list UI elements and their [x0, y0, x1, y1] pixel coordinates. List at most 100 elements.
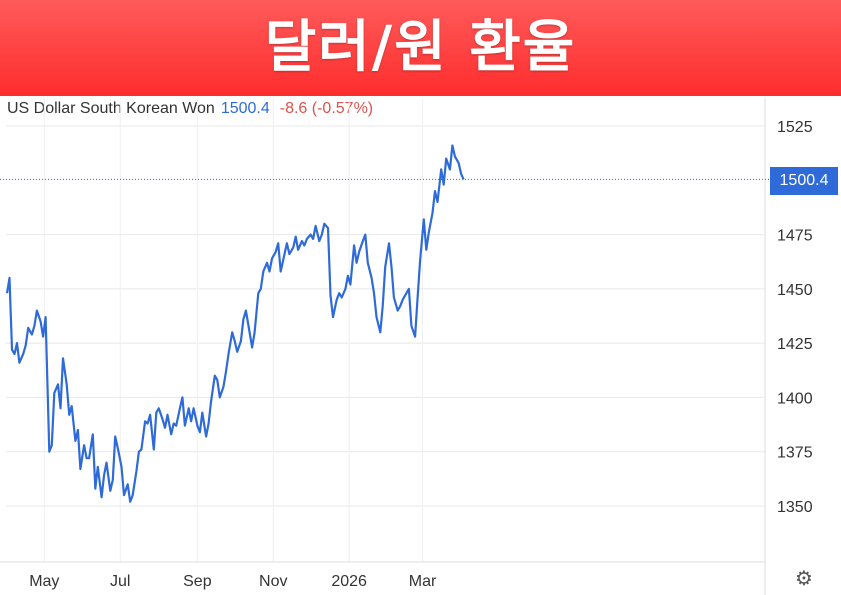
- x-tick-label: Sep: [183, 573, 212, 590]
- data-point: [332, 316, 334, 318]
- data-point: [188, 407, 190, 409]
- data-point: [74, 440, 76, 442]
- data-point: [431, 212, 433, 214]
- data-point: [207, 422, 209, 424]
- y-tick-label: 1375: [777, 445, 813, 462]
- data-point: [460, 173, 462, 175]
- data-point: [416, 296, 418, 298]
- data-point: [199, 431, 201, 433]
- gear-icon[interactable]: ⚙: [795, 566, 813, 590]
- data-point: [216, 379, 218, 381]
- data-point: [388, 242, 390, 244]
- data-point: [114, 435, 116, 437]
- data-point: [314, 225, 316, 227]
- data-point: [370, 277, 372, 279]
- data-point: [240, 340, 242, 342]
- data-point: [397, 309, 399, 311]
- x-tick-label: Mar: [409, 573, 437, 590]
- data-point: [457, 162, 459, 164]
- data-point: [6, 292, 8, 294]
- data-point: [379, 331, 381, 333]
- data-point: [280, 270, 282, 272]
- data-point: [53, 392, 55, 394]
- data-point: [109, 490, 111, 492]
- data-point: [318, 240, 320, 242]
- data-point: [13, 353, 15, 355]
- data-point: [260, 288, 262, 290]
- data-point: [18, 362, 20, 364]
- data-point: [428, 231, 430, 233]
- data-point: [161, 418, 163, 420]
- data-point: [362, 240, 364, 242]
- data-point: [92, 433, 94, 435]
- data-point: [170, 433, 172, 435]
- data-point: [341, 296, 343, 298]
- data-point: [175, 425, 177, 427]
- data-point: [205, 435, 207, 437]
- data-point: [355, 262, 357, 264]
- data-point: [306, 238, 308, 240]
- data-point: [266, 262, 268, 264]
- data-point: [144, 420, 146, 422]
- data-point: [31, 333, 33, 335]
- data-point: [440, 168, 442, 170]
- data-point: [309, 233, 311, 235]
- data-point: [83, 444, 85, 446]
- data-point: [336, 299, 338, 301]
- data-point: [190, 420, 192, 422]
- data-point: [123, 494, 125, 496]
- data-point: [367, 262, 369, 264]
- current-price-tag: 1500.4: [770, 167, 838, 195]
- data-point: [410, 325, 412, 327]
- x-tick-label: 2026: [331, 573, 367, 590]
- data-point: [227, 353, 229, 355]
- data-point: [449, 168, 451, 170]
- data-point: [71, 405, 73, 407]
- data-point: [36, 309, 38, 311]
- data-point: [329, 294, 331, 296]
- data-point: [79, 468, 81, 470]
- data-point: [127, 483, 129, 485]
- data-point: [425, 249, 427, 251]
- data-point: [120, 466, 122, 468]
- symbol-info: US Dollar South Korean Won 1500.4 -8.6 (-0…: [7, 100, 373, 118]
- y-tick-label: 1475: [777, 228, 813, 245]
- data-point: [129, 501, 131, 503]
- data-point: [66, 383, 68, 385]
- data-point: [436, 201, 438, 203]
- x-tick-label: Nov: [259, 573, 287, 590]
- data-point: [25, 344, 27, 346]
- data-point: [164, 427, 166, 429]
- data-point: [245, 309, 247, 311]
- data-point: [149, 414, 151, 416]
- data-point: [443, 183, 445, 185]
- data-point: [94, 487, 96, 489]
- data-point: [16, 342, 18, 344]
- data-point: [323, 223, 325, 225]
- data-point: [225, 370, 227, 372]
- data-point: [393, 296, 395, 298]
- data-point: [344, 288, 346, 290]
- data-point: [462, 178, 464, 180]
- data-point: [132, 494, 134, 496]
- data-point: [22, 353, 24, 355]
- data-point: [179, 407, 181, 409]
- data-point: [51, 444, 53, 446]
- data-point: [48, 451, 50, 453]
- price-change: -8.6 (-0.57%): [279, 100, 374, 117]
- data-point: [222, 385, 224, 387]
- data-point: [214, 375, 216, 377]
- data-point: [33, 325, 35, 327]
- data-point: [277, 242, 279, 244]
- data-point: [382, 305, 384, 307]
- y-tick-label: 1350: [777, 499, 813, 516]
- data-point: [347, 275, 349, 277]
- data-point: [62, 357, 64, 359]
- data-point: [454, 155, 456, 157]
- data-point: [338, 292, 340, 294]
- data-point: [105, 461, 107, 463]
- data-point: [268, 270, 270, 272]
- data-point: [262, 270, 264, 272]
- data-point: [248, 331, 250, 333]
